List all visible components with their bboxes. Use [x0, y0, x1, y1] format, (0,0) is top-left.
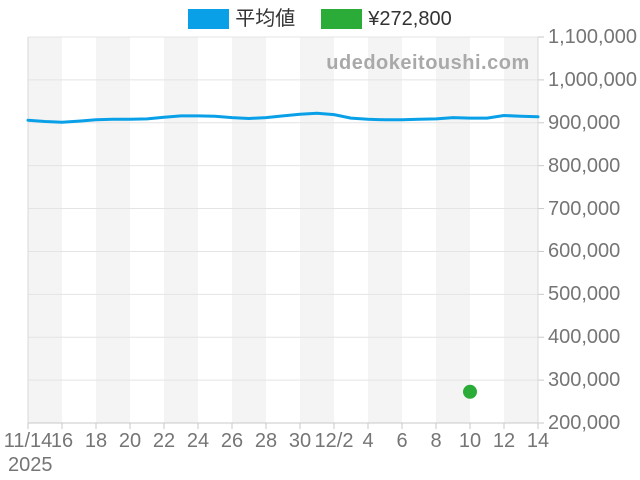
x-axis-label: 20 [118, 430, 142, 452]
x-axis-label: 4 [362, 430, 374, 452]
x-axis-label: 30 [288, 430, 312, 452]
x-axis-label: 28 [254, 430, 278, 452]
x-axis-label: 26 [220, 430, 244, 452]
x-axis-label: 12/2 [314, 430, 354, 452]
x-axis-label: 11/14 [3, 430, 53, 452]
y-axis-label: 500,000 [548, 283, 621, 306]
legend-label-average: 平均値 [235, 8, 296, 30]
series-point-current-price [463, 384, 477, 399]
y-axis-label: 1,100,000 [548, 26, 637, 48]
legend-label-current-price: ¥272,800 [368, 8, 452, 30]
chart-legend: 平均値 ¥272,800 [0, 8, 640, 30]
y-axis-label: 400,000 [548, 326, 621, 349]
y-axis-label: 300,000 [548, 369, 621, 392]
x-axis-label: 14 [526, 430, 550, 452]
x-axis-label: 6 [396, 430, 408, 452]
x-axis-year-label: 2025 [8, 454, 53, 476]
plot-band [164, 37, 198, 423]
x-axis-label: 8 [430, 430, 442, 452]
plot-band [96, 37, 130, 423]
plot-band [232, 37, 266, 423]
average-series-swatch-icon [188, 9, 230, 29]
plot-band [436, 37, 470, 423]
y-axis-label: 200,000 [548, 412, 621, 434]
plot-band [300, 37, 334, 423]
x-axis-label: 10 [458, 430, 482, 452]
current-price-swatch-icon [321, 9, 363, 29]
x-axis-label: 18 [84, 430, 108, 452]
plot-band [504, 37, 538, 423]
y-axis-label: 900,000 [548, 111, 621, 134]
plot-band [28, 37, 62, 423]
y-axis-label: 700,000 [548, 197, 621, 220]
plot-band [368, 37, 402, 423]
x-axis-label: 24 [186, 430, 210, 452]
legend-item-current-price[interactable]: ¥272,800 [321, 8, 452, 30]
y-axis-label: 1,000,000 [548, 68, 637, 91]
y-axis-label: 800,000 [548, 154, 621, 177]
legend-item-average[interactable]: 平均値 [188, 8, 295, 30]
y-axis-label: 600,000 [548, 240, 621, 263]
x-axis-label: 22 [152, 430, 176, 452]
x-axis-label: 16 [50, 430, 74, 452]
watermark: udedokeitoushi.com [326, 52, 530, 74]
series-line-average [26, 111, 540, 124]
x-axis-label: 12 [492, 430, 516, 452]
